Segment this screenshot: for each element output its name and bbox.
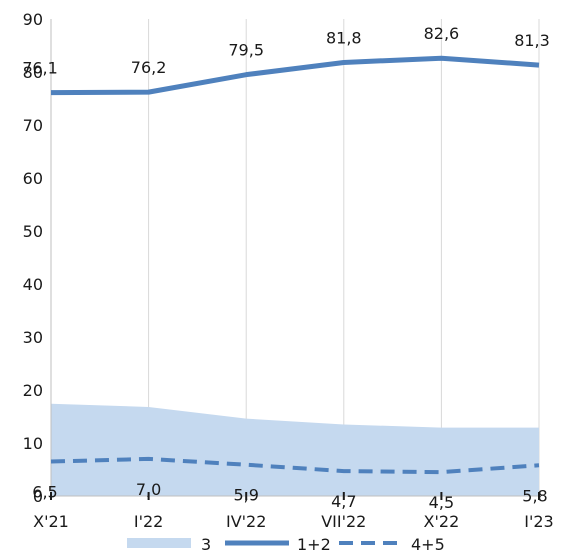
series-line-1+2	[50, 55, 540, 96]
y-tick-label-0: 0	[33, 487, 43, 506]
data-label-4+5-0: 6,5	[32, 483, 57, 502]
line-series	[50, 55, 540, 475]
series-line-4+5	[50, 456, 540, 475]
area-series	[51, 403, 539, 496]
x-tick-label-1: I'22	[134, 512, 163, 531]
data-label-1+2-0: 76,1	[22, 59, 58, 78]
y-tick-label-60: 60	[23, 169, 43, 188]
data-label-4+5-5: 5,8	[522, 486, 547, 505]
legend: 3 1+2 4+5	[127, 535, 445, 554]
y-tick-label-50: 50	[23, 222, 43, 241]
data-label-1+2-4: 82,6	[424, 24, 460, 43]
data-label-1+2-2: 79,5	[228, 41, 264, 60]
legend-swatch-3	[127, 538, 191, 548]
legend-label-3: 3	[201, 535, 211, 554]
x-tick-label-3: VII'22	[321, 512, 366, 531]
data-label-1+2-1: 76,2	[131, 58, 167, 77]
legend-label-1+2: 1+2	[297, 535, 331, 554]
data-label-1+2-3: 81,8	[326, 28, 362, 47]
y-tick-label-30: 30	[23, 328, 43, 347]
y-tick-label-70: 70	[23, 116, 43, 135]
y-tick-label-10: 10	[23, 434, 43, 453]
y-tick-label-40: 40	[23, 275, 43, 294]
axes: 0 10 20 30 40 50 60 70 80 90 X'21 I'22 IV'22 VII'22 X'…	[23, 10, 554, 531]
x-tick-label-4: X'22	[424, 512, 460, 531]
area-series-3	[51, 403, 539, 496]
data-label-1+2-5: 81,3	[514, 31, 550, 50]
y-tick-label-80: 80	[23, 63, 43, 82]
x-tick-label-0: X'21	[33, 512, 69, 531]
legend-label-4+5: 4+5	[411, 535, 445, 554]
x-tick-label-2: IV'22	[226, 512, 266, 531]
data-labels: 76,1 76,2 79,5 81,8 82,6 81,3 6,5 7,0 5,9 4,7 4,5 5…	[22, 24, 550, 512]
data-label-4+5-1: 7,0	[136, 480, 161, 499]
x-tick-label-5: I'23	[524, 512, 553, 531]
y-tick-label-20: 20	[23, 381, 43, 400]
data-label-4+5-4: 4,5	[429, 493, 454, 512]
y-tick-label-90: 90	[23, 10, 43, 29]
data-label-4+5-2: 5,9	[233, 486, 258, 505]
data-label-4+5-3: 4,7	[331, 492, 356, 511]
